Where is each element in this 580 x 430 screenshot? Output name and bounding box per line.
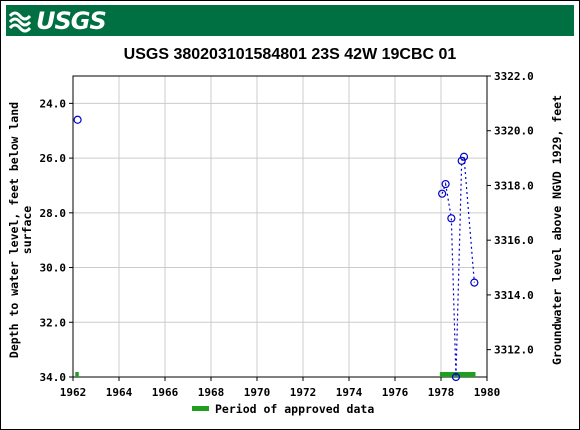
series-dotted-line [441,154,475,378]
usgs-wave-logo-icon [8,11,32,33]
y-right-tick-label: 3318.0 [494,179,534,192]
y-axis-right-label: Groundwater level above NGVD 1929, feet [550,95,564,365]
plot-area [72,75,488,378]
data-point [438,189,447,198]
y-right-tick-label: 3320.0 [494,125,534,138]
data-point [73,115,82,124]
y-left-tick-label: 34.0 [40,371,67,384]
data-point [447,214,456,223]
data-point [451,372,461,382]
data-point [459,152,469,161]
approved-period-bar [439,372,476,377]
y-left-tick-label: 32.0 [40,316,67,329]
y-right-tick-label: 3316.0 [494,234,534,247]
y-left-tick-label: 28.0 [40,207,67,220]
y-axis-left-label-line1: Depth to water level, feet below land [7,102,21,358]
x-tick-label: 1964 [106,386,133,399]
data-series [73,115,479,382]
x-tick-label: 1976 [382,386,409,399]
legend-label: Period of approved data [215,402,374,416]
y-axis-left: 24.0 26.0 28.0 30.0 32.0 34.0 [40,97,73,384]
y-right-tick-label: 3312.0 [494,344,534,357]
usgs-logo-text: USGS [36,7,107,35]
approved-period-bar [75,372,79,377]
x-tick-label: 1978 [428,386,455,399]
y-left-tick-label: 26.0 [40,152,67,165]
x-tick-label: 1966 [152,386,179,399]
x-tick-label: 1980 [474,386,501,399]
grid [72,76,488,378]
x-tick-label: 1962 [60,386,87,399]
data-point [470,278,479,287]
legend: Period of approved data [192,402,374,416]
data-point [441,179,450,189]
x-tick-label: 1970 [244,386,271,399]
y-right-tick-label: 3322.0 [494,70,534,83]
chart-title: USGS 380203101584801 23S 42W 19CBC 01 [124,46,457,63]
approved-periods [75,372,476,377]
usgs-banner: USGS [6,5,574,36]
y-left-tick-label: 30.0 [40,262,67,275]
y-right-tick-label: 3314.0 [494,289,534,302]
x-axis: 1962 1964 1966 1968 1970 1972 1974 1976 1978 1980 [60,377,501,399]
data-point [457,156,466,165]
x-tick-label: 1974 [336,386,363,399]
y-axis-left-label-line2: surface [20,206,34,255]
x-tick-label: 1968 [198,386,225,399]
y-axis-right: 3312.0 3314.0 3316.0 3318.0 3320.0 3322.0 [487,70,534,357]
legend-swatch [192,406,209,411]
x-tick-label: 1972 [290,386,317,399]
y-left-tick-label: 24.0 [40,97,67,110]
